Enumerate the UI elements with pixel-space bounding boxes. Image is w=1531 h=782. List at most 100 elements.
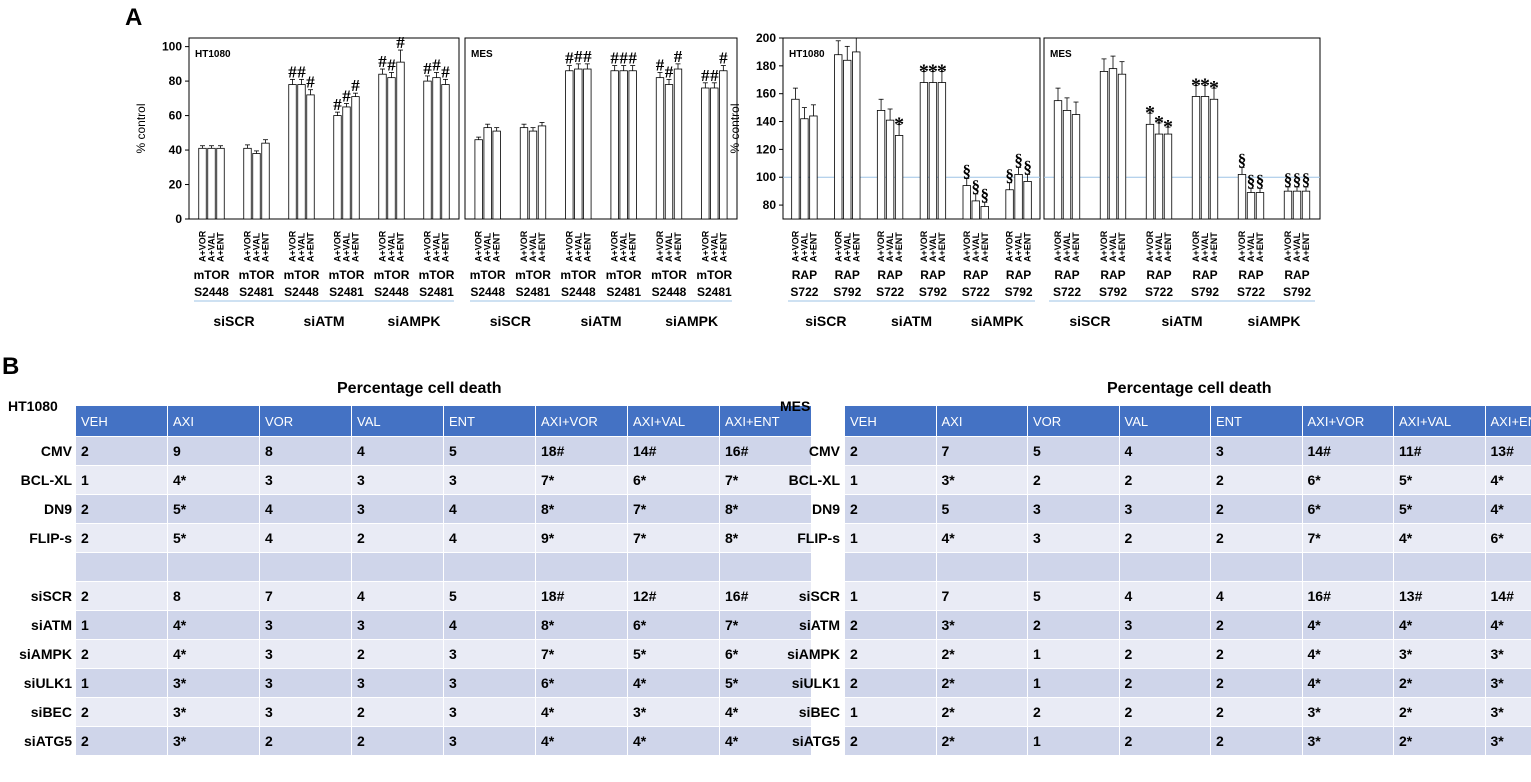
table-cell: 4 xyxy=(1119,581,1211,611)
bar-label: A+VAL xyxy=(297,232,307,262)
significance-mark: § xyxy=(1023,157,1032,176)
bar-label: A+VAL xyxy=(842,232,852,262)
table-cell: 5* xyxy=(1393,465,1486,495)
table-cell: 2 xyxy=(1119,668,1211,698)
table-cell: 4* xyxy=(1485,610,1531,640)
group-label-line1: RAP xyxy=(1006,268,1031,282)
bar-label: A+VOR xyxy=(610,230,620,262)
bar xyxy=(980,206,989,220)
significance-mark: § xyxy=(963,162,972,181)
plot-frame xyxy=(464,37,738,220)
table-cell: 2 xyxy=(845,494,937,524)
bar xyxy=(1005,189,1014,220)
table-cell: 4 xyxy=(259,494,352,524)
bar xyxy=(1099,71,1109,220)
bar xyxy=(1108,68,1118,220)
significance-mark: # xyxy=(441,62,450,81)
section-label: siATM xyxy=(1162,313,1203,329)
table-cell: 7* xyxy=(719,465,812,495)
bar xyxy=(297,84,306,220)
bar-label: A+ENT xyxy=(306,232,316,262)
bar-label: A+ENT xyxy=(1255,232,1265,262)
table-row xyxy=(76,552,812,582)
table-cell: 2 xyxy=(845,726,937,755)
table-cell: 7* xyxy=(719,610,812,640)
group-label-line2: S792 xyxy=(1099,285,1127,299)
significance-mark: # xyxy=(423,59,432,78)
table-cell: 1 xyxy=(1027,639,1120,669)
table-cell: 2 xyxy=(259,726,352,755)
group-label-line1: RAP xyxy=(792,268,817,282)
table-cell: 5 xyxy=(1027,436,1120,466)
table-cell: 7* xyxy=(1302,523,1394,553)
table-cell: 4* xyxy=(627,668,720,698)
bar xyxy=(610,70,619,220)
table-cell: 2 xyxy=(76,523,168,553)
column-header: ENT xyxy=(443,406,536,437)
cell-death-table: VEHAXIVORVALENTAXI+VORAXI+VALAXI+ENT2754… xyxy=(845,406,1531,755)
bar xyxy=(261,142,270,220)
table-row: 2 9 8 4 5 18# 14# 16# xyxy=(76,436,812,466)
significance-mark: # xyxy=(583,47,592,66)
table-cell xyxy=(76,552,168,582)
table-row: 2 2* 1 2 2 3* 2* 3* xyxy=(845,726,1531,755)
bar xyxy=(1062,110,1072,220)
group-label-line2: S2448 xyxy=(470,285,505,299)
table-cell: 2 xyxy=(845,639,937,669)
table-cell: 7 xyxy=(936,436,1028,466)
significance-mark: § xyxy=(1293,170,1302,189)
table-cell: 1 xyxy=(845,465,937,495)
table-cell: 1 xyxy=(1027,668,1120,698)
table-cell: 4* xyxy=(719,726,812,755)
table-cell: 6* xyxy=(1302,494,1394,524)
group-label-line1: mTOR xyxy=(560,268,596,282)
table-cell: 3 xyxy=(259,668,352,698)
bar-label: A+ENT xyxy=(628,232,638,262)
row-label: siULK1 xyxy=(23,675,72,691)
significance-mark: * xyxy=(928,60,938,82)
y-tick-label: 80 xyxy=(169,74,183,88)
table-cell: 2* xyxy=(936,668,1028,698)
table-cell: 2 xyxy=(1119,726,1211,755)
table-row: 1 4* 3 2 2 7* 4* 6* xyxy=(845,523,1531,553)
table-cell: 3 xyxy=(351,668,444,698)
significance-mark: * xyxy=(1209,77,1219,99)
y-tick-label: 140 xyxy=(756,115,776,129)
group-label-line2: S792 xyxy=(1191,285,1219,299)
bar-label: A+VOR xyxy=(378,230,388,262)
table-cell: 4 xyxy=(1210,581,1303,611)
bar xyxy=(441,84,450,220)
column-header: VEH xyxy=(76,406,168,437)
significance-mark: # xyxy=(333,95,342,114)
bar-label: A+VAL xyxy=(971,232,981,262)
table-cell xyxy=(167,552,260,582)
table-cell: 3 xyxy=(351,465,444,495)
bar xyxy=(719,70,728,220)
table-cell: 7 xyxy=(936,581,1028,611)
bar xyxy=(809,115,818,220)
table-cell: 3 xyxy=(351,610,444,640)
table-cell: 2 xyxy=(845,610,937,640)
table-cell: 4* xyxy=(1485,465,1531,495)
bar-label: A+VOR xyxy=(919,230,929,262)
significance-mark: § xyxy=(1284,170,1293,189)
table-cell: 4* xyxy=(167,465,260,495)
table-cell: 2* xyxy=(1393,697,1486,727)
bar-label: A+VAL xyxy=(928,232,938,262)
group-label-line2: S2448 xyxy=(561,285,596,299)
panel-label-b: B xyxy=(2,353,20,380)
group-label-line2: S722 xyxy=(1145,285,1173,299)
significance-mark: # xyxy=(387,55,396,74)
section-label: siAMPK xyxy=(971,313,1024,329)
group-label-line2: S2481 xyxy=(606,285,641,299)
table-cell: 1 xyxy=(76,610,168,640)
column-header: VEH xyxy=(845,406,937,437)
table-cell: 3* xyxy=(1485,668,1531,698)
significance-mark: § xyxy=(1005,166,1014,185)
table-row: 1 3* 2 2 2 6* 5* 4* xyxy=(845,465,1531,495)
table-cell: 3* xyxy=(1302,726,1394,755)
table-cell: 6* xyxy=(719,639,812,669)
table-cell: 5 xyxy=(443,436,536,466)
group-label-line2: S2481 xyxy=(329,285,364,299)
table-cell: 9 xyxy=(167,436,260,466)
